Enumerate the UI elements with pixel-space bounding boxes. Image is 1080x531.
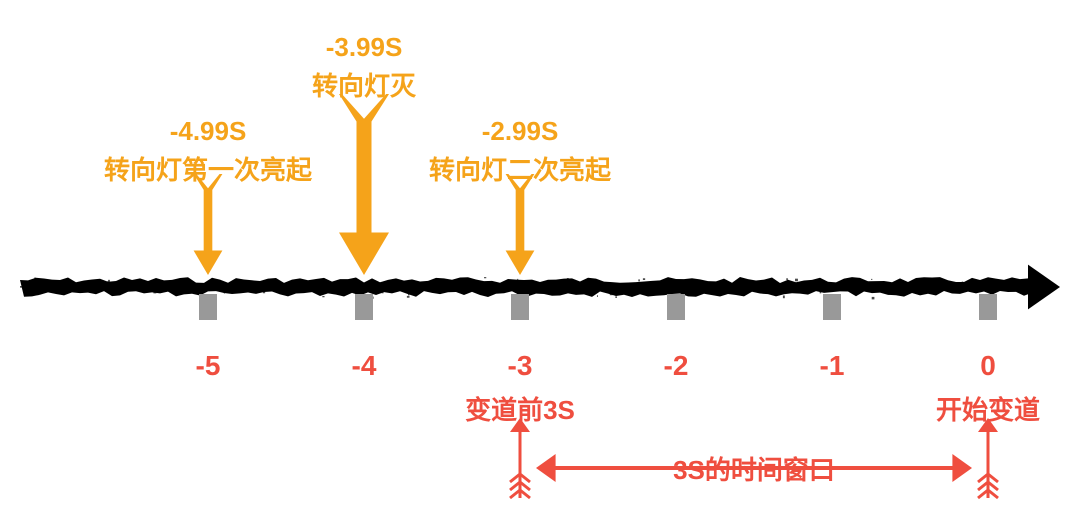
axis-tick	[355, 294, 373, 320]
axis-tick	[199, 294, 217, 320]
window-span-label: 3S的时间窗口	[673, 450, 835, 487]
tick-label: -2	[664, 350, 689, 382]
event-text-label: 转向灯灭	[312, 66, 416, 103]
axis-tick	[823, 294, 841, 320]
event-arrow	[339, 93, 389, 275]
diagram-svg	[0, 0, 1080, 531]
event-arrow	[506, 173, 535, 275]
event-arrow	[194, 173, 223, 275]
window-marker-arrow	[978, 418, 998, 498]
window-marker-arrow	[510, 418, 530, 498]
event-text-label: 转向灯二次亮起	[429, 150, 611, 187]
axis-tick	[667, 294, 685, 320]
event-time-label: -2.99S	[482, 116, 559, 147]
tick-label: -4	[352, 350, 377, 382]
event-time-label: -4.99S	[170, 116, 247, 147]
axis-tick	[979, 294, 997, 320]
axis-tick	[511, 294, 529, 320]
event-text-label: 转向灯第一次亮起	[104, 150, 312, 187]
axis-line	[20, 277, 1032, 297]
timeline-diagram: -5 -4 -3 -2 -1 0 -4.99S转向灯第一次亮起 -3.99S转向灯灭 -2.99…	[0, 0, 1080, 531]
tick-label: 0	[980, 350, 996, 382]
window-start-label: 变道前3S	[465, 390, 575, 427]
tick-label: -5	[196, 350, 221, 382]
window-end-label: 开始变道	[936, 390, 1040, 427]
tick-label: -1	[820, 350, 845, 382]
event-time-label: -3.99S	[326, 32, 403, 63]
tick-label: -3	[508, 350, 533, 382]
axis-arrowhead	[1028, 265, 1060, 310]
